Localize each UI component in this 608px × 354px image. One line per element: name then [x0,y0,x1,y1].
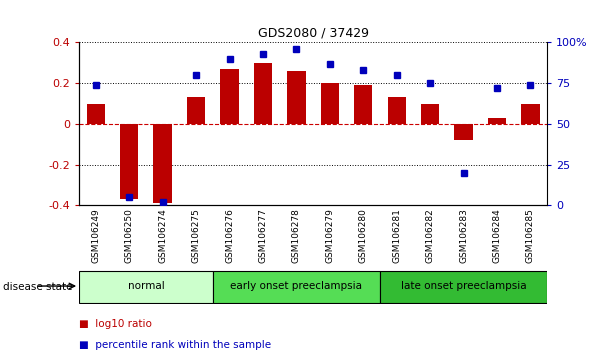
Bar [213,271,380,303]
Bar [380,271,547,303]
Bar [521,104,540,124]
Text: ■  percentile rank within the sample: ■ percentile rank within the sample [79,341,271,350]
Bar [220,69,239,124]
Bar [354,85,373,124]
Bar [153,124,172,203]
Text: early onset preeclampsia: early onset preeclampsia [230,281,362,291]
Bar [488,118,506,124]
Bar [287,71,306,124]
Bar [187,97,206,124]
Bar [86,104,105,124]
Text: disease state: disease state [3,282,72,292]
Bar [320,83,339,124]
Text: ■  log10 ratio: ■ log10 ratio [79,319,152,329]
Bar [387,97,406,124]
Text: normal: normal [128,281,164,291]
Bar [454,124,473,140]
Bar [79,271,213,303]
Bar [421,104,440,124]
Text: late onset preeclampsia: late onset preeclampsia [401,281,527,291]
Bar [120,124,139,199]
Title: GDS2080 / 37429: GDS2080 / 37429 [258,27,368,40]
Bar [254,63,272,124]
